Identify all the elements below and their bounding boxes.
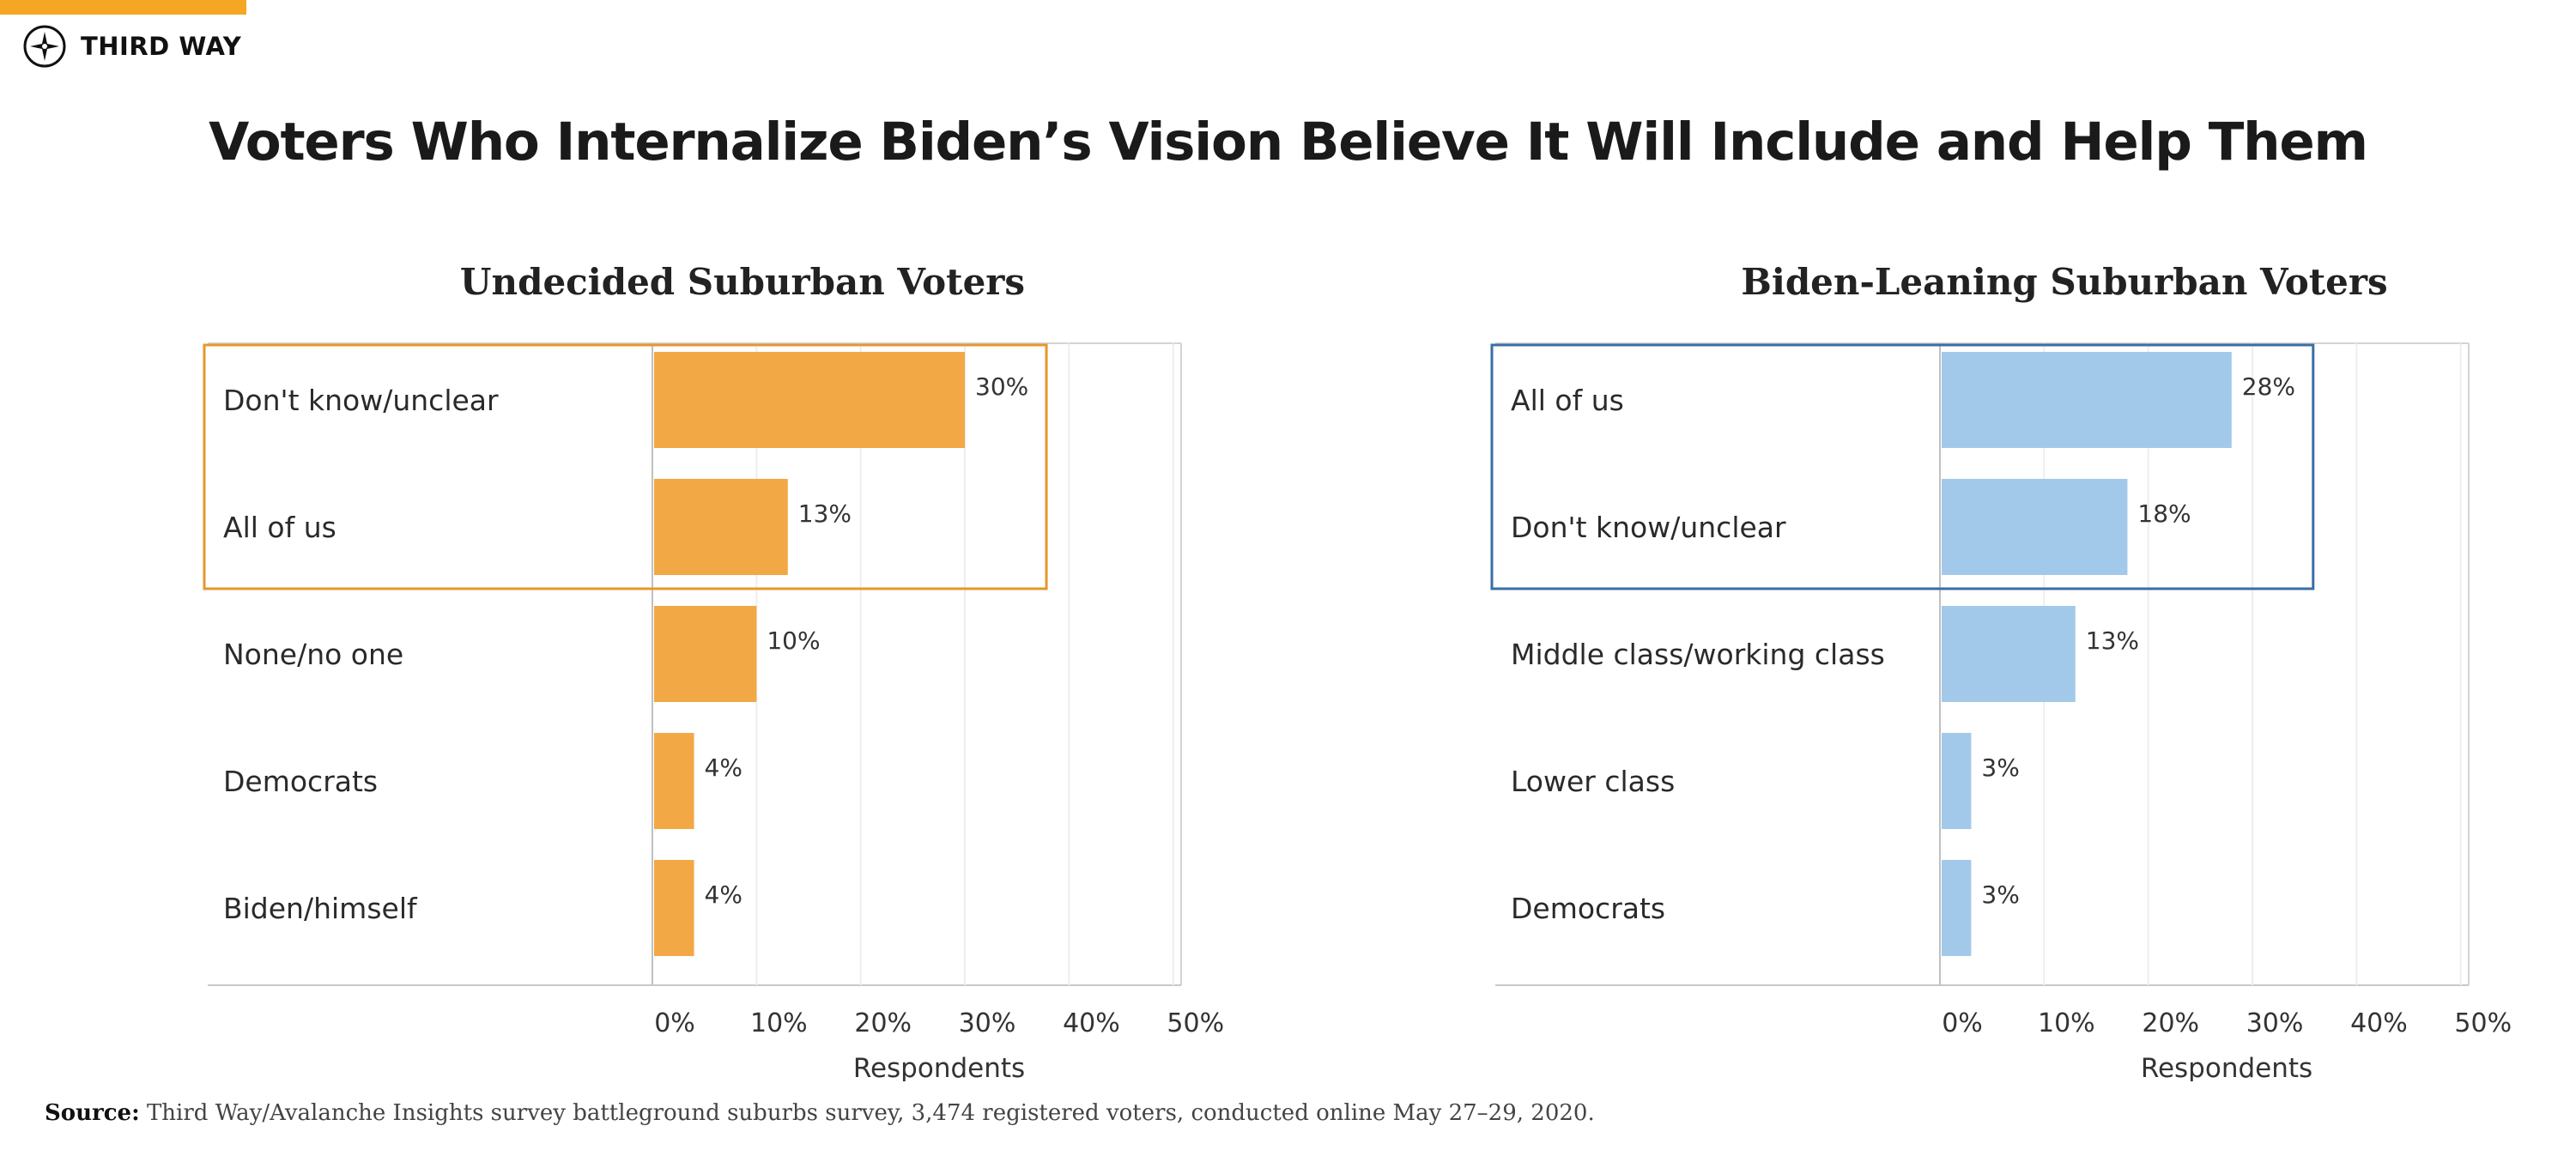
c1-value-label: 18% bbox=[2137, 499, 2191, 528]
source-note: Source: Third Way/Avalanche Insights sur… bbox=[45, 1100, 1595, 1126]
page-title: Voters Who Internalize Biden’s Vision Be… bbox=[209, 112, 2368, 172]
c1-x-tick-label: 20% bbox=[2142, 1008, 2199, 1038]
c0-value-label: 10% bbox=[767, 626, 820, 655]
c1-bar bbox=[1942, 606, 2076, 702]
c0-bar bbox=[654, 860, 694, 956]
c1-category-label: Lower class bbox=[1511, 765, 1675, 798]
c1-bar bbox=[1942, 352, 2232, 448]
c0-x-tick-label: 10% bbox=[750, 1008, 808, 1038]
c0-value-label: 4% bbox=[705, 754, 742, 782]
c0-x-tick-label: 50% bbox=[1167, 1008, 1224, 1038]
c1-bar bbox=[1942, 733, 1972, 829]
c1-x-tick-label: 0% bbox=[1942, 1008, 1983, 1038]
c1-bar bbox=[1942, 860, 1972, 956]
chart-title-undecided: Undecided Suburban Voters bbox=[459, 261, 1026, 303]
brand-logo: THIRD WAY bbox=[22, 22, 241, 70]
c0-x-axis-label: Respondents bbox=[853, 1053, 1025, 1081]
c1-category-label: All of us bbox=[1511, 384, 1624, 417]
source-text: Third Way/Avalanche Insights survey batt… bbox=[146, 1100, 1595, 1126]
c0-category-label: Don't know/unclear bbox=[223, 384, 499, 417]
c1-value-label: 28% bbox=[2242, 372, 2295, 401]
c0-x-tick-label: 40% bbox=[1063, 1008, 1120, 1038]
c1-value-label: 13% bbox=[2086, 626, 2139, 655]
brand-accent-bar bbox=[0, 0, 246, 15]
c0-bar bbox=[654, 479, 788, 575]
c0-category-label: All of us bbox=[223, 511, 336, 544]
chart-undecided-voters: 0% 10% 20% 30% 40% 50% Don't know/unclear 30% Al… bbox=[203, 342, 1224, 1081]
c0-value-label: 30% bbox=[975, 372, 1028, 401]
c1-x-tick-label: 30% bbox=[2246, 1008, 2304, 1038]
chart-title-biden-leaning: Biden-Leaning Suburban Voters bbox=[1741, 261, 2388, 303]
c1-value-label: 3% bbox=[1981, 881, 2019, 909]
c0-bar bbox=[654, 352, 966, 448]
compass-icon bbox=[23, 25, 66, 68]
c0-category-label: Biden/himself bbox=[223, 892, 418, 925]
c0-category-label: Democrats bbox=[223, 765, 378, 798]
c1-category-label: Democrats bbox=[1511, 892, 1665, 925]
c1-x-tick-label: 50% bbox=[2454, 1008, 2512, 1038]
chart-biden-leaning-voters: 0% 10% 20% 30% 40% 50% All of us 28% Don't know/… bbox=[1490, 342, 2512, 1081]
c1-bar bbox=[1942, 479, 2128, 575]
c1-x-tick-label: 10% bbox=[2038, 1008, 2095, 1038]
c1-x-axis-label: Respondents bbox=[2141, 1053, 2312, 1081]
c1-category-label: Middle class/working class bbox=[1511, 638, 1885, 671]
c0-x-tick-label: 20% bbox=[854, 1008, 912, 1038]
c0-x-tick-label: 0% bbox=[654, 1008, 695, 1038]
c0-x-tick-label: 30% bbox=[959, 1008, 1016, 1038]
source-label: Source: bbox=[45, 1100, 140, 1126]
c0-bar bbox=[654, 606, 757, 702]
c1-highlight-box bbox=[1490, 343, 2315, 590]
c0-value-label: 4% bbox=[705, 881, 742, 909]
c1-value-label: 3% bbox=[1981, 754, 2019, 782]
c1-category-label: Don't know/unclear bbox=[1511, 511, 1786, 544]
c1-x-tick-label: 40% bbox=[2350, 1008, 2408, 1038]
c0-value-label: 13% bbox=[798, 499, 852, 528]
c0-bar bbox=[654, 733, 694, 829]
c0-category-label: None/no one bbox=[223, 638, 403, 671]
brand-name: THIRD WAY bbox=[81, 32, 242, 61]
c0-highlight-box bbox=[203, 343, 1048, 590]
